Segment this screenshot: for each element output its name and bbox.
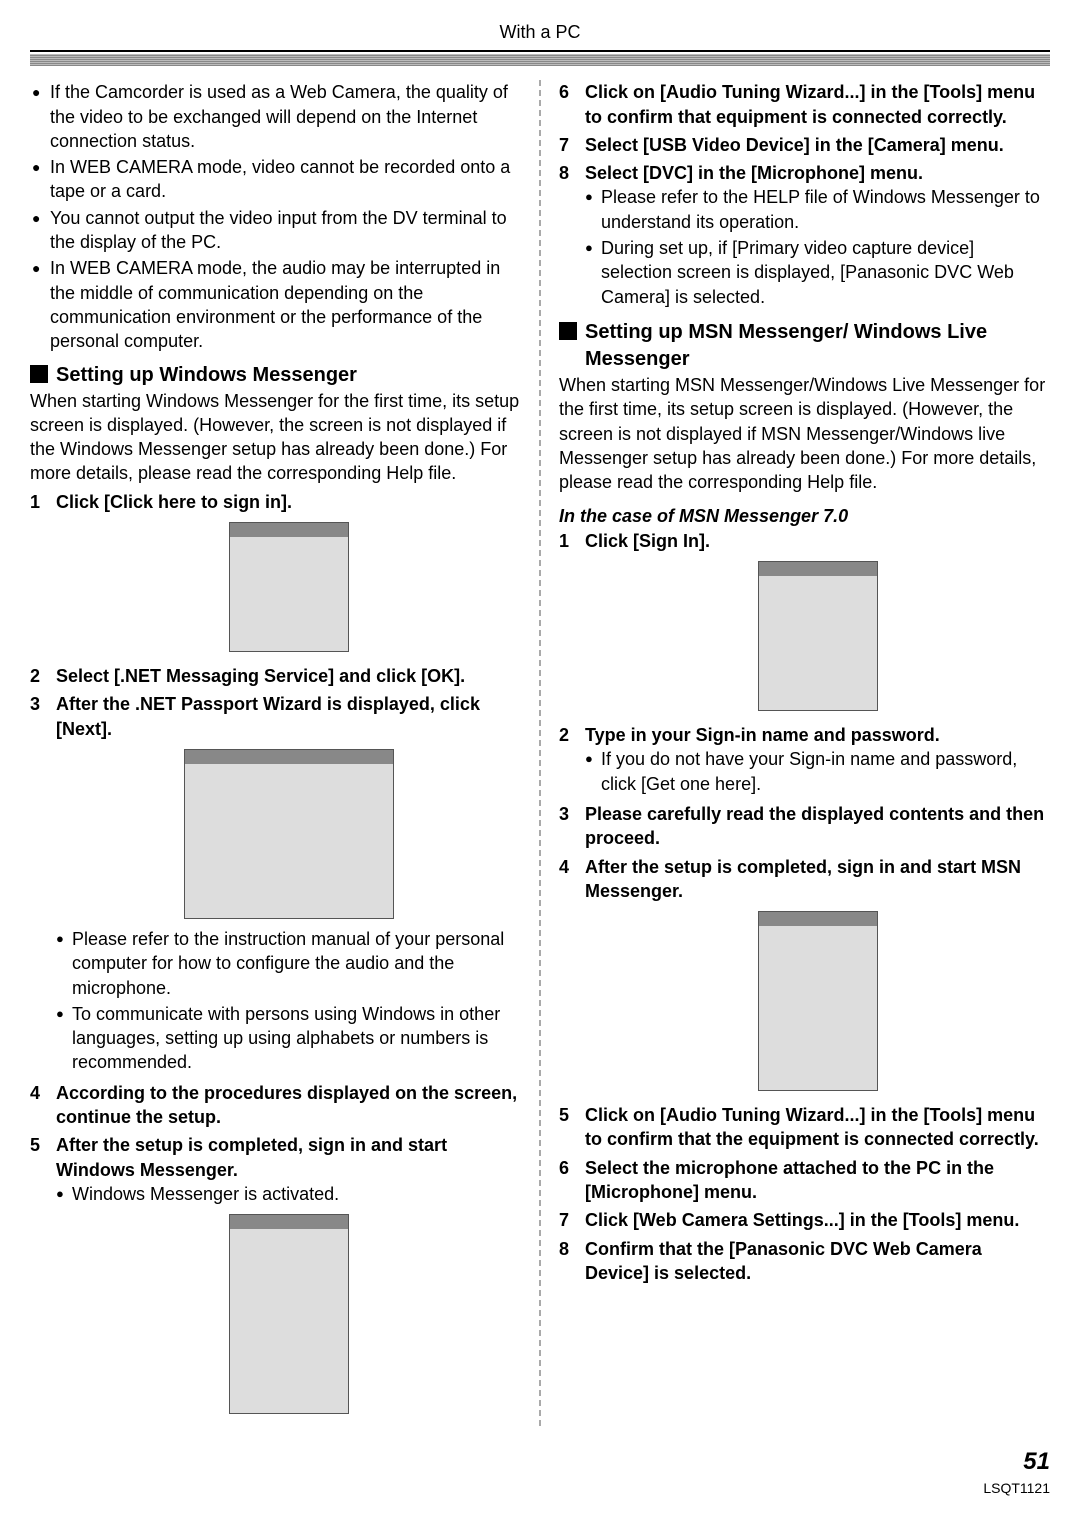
section-heading: Setting up Windows Messenger [30,362,521,389]
step-item: 7 Click [Web Camera Settings...] in the … [559,1208,1050,1232]
section-title: Setting up Windows Messenger [56,362,357,389]
header-rule [30,50,1050,52]
step-text: Select [DVC] in the [Microphone] menu. [585,161,1050,185]
header-decoration [30,54,1050,66]
section-marker-icon [30,365,48,383]
step-number: 5 [30,1133,48,1422]
step-sub-bullets: Please refer to the HELP file of Windows… [585,185,1050,308]
step-text: Select [.NET Messaging Service] and clic… [56,664,521,688]
page-number: 51 [30,1446,1050,1478]
step-number: 8 [559,1237,577,1286]
step-number: 6 [559,80,577,129]
document-code: LSQT1121 [30,1479,1050,1498]
step-item: 8 Select [DVC] in the [Microphone] menu.… [559,161,1050,311]
msn-steps-list: 1 Click [Sign In]. 2 Type in your Sign-i… [559,529,1050,1285]
step-text: Confirm that the [Panasonic DVC Web Came… [585,1237,1050,1286]
step-number: 3 [30,692,48,1076]
step-number: 2 [30,664,48,688]
step-item: 4 After the setup is completed, sign in … [559,855,1050,1100]
section-marker-icon [559,322,577,340]
step-sub-bullets: Windows Messenger is activated. [56,1182,521,1206]
step-item: 6 Click on [Audio Tuning Wizard...] in t… [559,80,1050,129]
step-text: According to the procedures displayed on… [56,1081,521,1130]
case-heading: In the case of MSN Messenger 7.0 [559,504,1050,528]
step-text: Click on [Audio Tuning Wizard...] in the… [585,80,1050,129]
step-text: After the .NET Passport Wizard is displa… [56,692,521,741]
step-text: Click on [Audio Tuning Wizard...] in the… [585,1103,1050,1152]
step-text: Type in your Sign-in name and password. [585,723,1050,747]
step-sub-bullets: Please refer to the instruction manual o… [56,927,521,1075]
step-number: 8 [559,161,577,311]
sub-bullet: Please refer to the instruction manual o… [72,927,521,1000]
step-number: 6 [559,1156,577,1205]
step-text: Click [Click here to sign in]. [56,490,521,514]
step-text: Select [USB Video Device] in the [Camera… [585,133,1050,157]
step-item: 1 Click [Sign In]. [559,529,1050,719]
step-text: After the setup is completed, sign in an… [585,855,1050,904]
sub-bullet: To communicate with persons using Window… [72,1002,521,1075]
step-number: 4 [30,1081,48,1130]
bullet-item: You cannot output the video input from t… [50,206,521,255]
step-text: After the setup is completed, sign in an… [56,1133,521,1182]
bullet-item: If the Camcorder is used as a Web Camera… [50,80,521,153]
right-column: 6 Click on [Audio Tuning Wizard...] in t… [559,80,1050,1426]
left-column: If the Camcorder is used as a Web Camera… [30,80,521,1426]
sub-bullet: During set up, if [Primary video capture… [601,236,1050,309]
section-title: Setting up MSN Messenger/ Windows Live M… [585,319,1050,373]
sub-bullet: Windows Messenger is activated. [72,1182,521,1206]
step-item: 3 Please carefully read the displayed co… [559,802,1050,851]
column-divider [539,80,541,1426]
section-intro: When starting MSN Messenger/Windows Live… [559,373,1050,494]
step-number: 3 [559,802,577,851]
bullet-item: In WEB CAMERA mode, the audio may be int… [50,256,521,353]
step-number: 1 [30,490,48,660]
screenshot-placeholder [229,522,349,652]
bullet-item: In WEB CAMERA mode, video cannot be reco… [50,155,521,204]
steps-list-continued: 6 Click on [Audio Tuning Wizard...] in t… [559,80,1050,311]
step-item: 2 Select [.NET Messaging Service] and cl… [30,664,521,688]
step-item: 5 Click on [Audio Tuning Wizard...] in t… [559,1103,1050,1152]
step-item: 3 After the .NET Passport Wizard is disp… [30,692,521,1076]
sub-bullet: If you do not have your Sign-in name and… [601,747,1050,796]
step-item: 2 Type in your Sign-in name and password… [559,723,1050,798]
step-sub-bullets: If you do not have your Sign-in name and… [585,747,1050,796]
step-number: 7 [559,1208,577,1232]
screenshot-placeholder [184,749,394,919]
step-number: 5 [559,1103,577,1152]
screenshot-placeholder [758,561,878,711]
step-item: 5 After the setup is completed, sign in … [30,1133,521,1422]
step-item: 8 Confirm that the [Panasonic DVC Web Ca… [559,1237,1050,1286]
step-number: 7 [559,133,577,157]
step-text: Select the microphone attached to the PC… [585,1156,1050,1205]
step-text: Click [Web Camera Settings...] in the [T… [585,1208,1050,1232]
page-header-title: With a PC [30,20,1050,50]
steps-list: 1 Click [Click here to sign in]. 2 Selec… [30,490,521,1422]
step-number: 1 [559,529,577,719]
step-item: 1 Click [Click here to sign in]. [30,490,521,660]
step-item: 7 Select [USB Video Device] in the [Came… [559,133,1050,157]
step-item: 4 According to the procedures displayed … [30,1081,521,1130]
page-footer: 51 LSQT1121 [30,1446,1050,1497]
screenshot-placeholder [758,911,878,1091]
step-text: Please carefully read the displayed cont… [585,802,1050,851]
step-item: 6 Select the microphone attached to the … [559,1156,1050,1205]
two-column-layout: If the Camcorder is used as a Web Camera… [30,80,1050,1426]
sub-bullet: Please refer to the HELP file of Windows… [601,185,1050,234]
intro-bullet-list: If the Camcorder is used as a Web Camera… [30,80,521,353]
step-number: 4 [559,855,577,1100]
step-number: 2 [559,723,577,798]
step-text: Click [Sign In]. [585,529,1050,553]
screenshot-placeholder [229,1214,349,1414]
section-heading: Setting up MSN Messenger/ Windows Live M… [559,319,1050,373]
section-intro: When starting Windows Messenger for the … [30,389,521,486]
